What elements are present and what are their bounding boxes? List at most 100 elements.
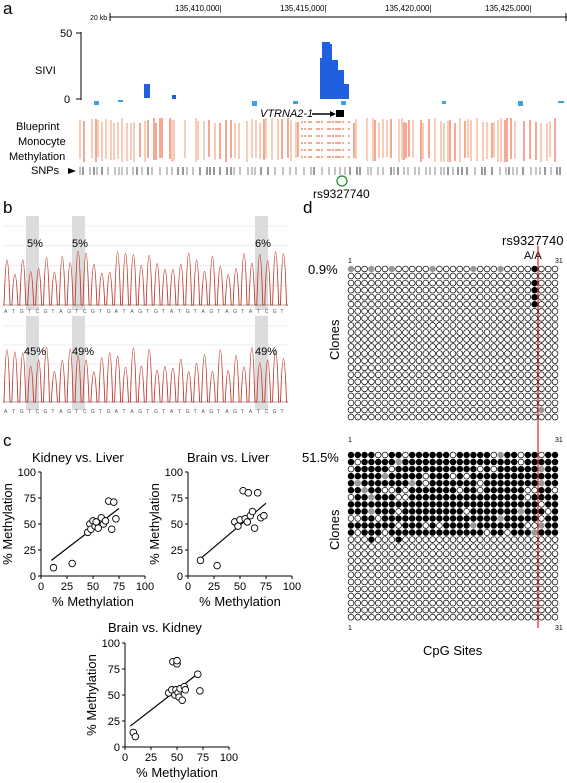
cpg-site-circle (456, 286, 464, 294)
cpg-site-circle (402, 364, 409, 371)
cpg-site-circle (470, 265, 477, 273)
cpg-site-circle (490, 536, 498, 543)
cpg-site-circle (538, 357, 545, 364)
sivi-tick-50: 50 (60, 28, 72, 40)
cpg-site-circle (361, 487, 368, 494)
cpg-site-circle (517, 522, 525, 529)
cpg-site-circle (449, 272, 457, 280)
cpg-site-circle (538, 458, 545, 466)
cpg-site-circle (551, 543, 559, 550)
cpg-site-circle (395, 494, 402, 501)
cpg-site-circle (463, 508, 470, 515)
cpg-site-circle (531, 557, 538, 564)
cpg-site-circle (422, 378, 430, 386)
cpg-site-circle (436, 472, 443, 480)
cpg-site-circle (395, 308, 402, 315)
cpg-site-circle (415, 329, 423, 336)
cpg-site-circle (408, 378, 416, 386)
cpg-site-circle (524, 564, 532, 572)
cpg-site-circle (490, 364, 498, 371)
cpg-site-circle (483, 479, 491, 487)
cpg-site-circle (510, 479, 518, 487)
sequence-base: T (75, 309, 78, 315)
cpg-site-circle (531, 592, 538, 600)
cpg-site-circle (436, 336, 443, 343)
cpg-site-circle (402, 385, 409, 393)
cpg-site-circle (347, 357, 355, 364)
cpg-site-circle (538, 286, 545, 294)
cpg-site-circle (354, 392, 362, 400)
cpg-site-circle (381, 357, 389, 364)
cpg-site-circle (402, 529, 409, 536)
cpg-site-circle (354, 378, 362, 386)
sivi-bar (144, 84, 150, 98)
cpg-site-circle (510, 272, 518, 280)
cpg-site-circle (381, 501, 389, 508)
cpg-site-circle (544, 385, 552, 393)
cpg-site-circle (531, 578, 538, 586)
cpg-site-circle (415, 599, 423, 607)
cpg-site-circle (490, 279, 498, 287)
cpg-site-circle (368, 364, 375, 371)
cpg-site-circle (429, 286, 436, 294)
cpg-site-circle (361, 571, 368, 579)
cpg-site-circle (408, 357, 416, 364)
genotype-label: A/A (524, 250, 542, 262)
cpg-site-circle (354, 465, 362, 473)
cpg-site-circle (476, 479, 484, 487)
cpg-site-circle (456, 522, 464, 529)
cpg-site-circle (510, 458, 518, 466)
cpg-site-circle (415, 564, 423, 572)
cpg-site-circle (531, 536, 538, 543)
scale-label: 20 kb (90, 15, 107, 22)
cpg-site-circle (476, 315, 484, 322)
cpg-site-circle (361, 536, 368, 543)
sequence-base: G (154, 309, 158, 315)
x-tick-label: 25 (208, 581, 220, 593)
cpg-site-circle (490, 613, 498, 621)
cpg-site-circle (429, 578, 436, 586)
cpg-site-circle (538, 308, 545, 315)
sequence-base: T (99, 409, 102, 415)
cpg-site-circle (456, 543, 464, 550)
cpg-site-circle (442, 336, 450, 343)
cpg-site-circle (436, 571, 443, 579)
sequence-base: T (257, 409, 260, 415)
cpg-site-circle (395, 385, 402, 393)
cpg-site-circle (395, 265, 402, 273)
cpg-site-circle (504, 599, 511, 607)
cpg-site-circle (544, 265, 552, 273)
cpg-site-circle (374, 392, 382, 400)
sequence-base: T (241, 409, 244, 415)
cpg-site-circle (538, 265, 545, 273)
cpg-site-circle (422, 279, 430, 287)
cpg-site-circle (354, 543, 362, 550)
cpg-site-circle (456, 487, 464, 494)
cpg-site-circle (497, 472, 504, 480)
cpg-site-circle (381, 406, 389, 414)
cpg-site-circle (544, 406, 552, 414)
cpg-site-circle (497, 322, 504, 329)
cpg-site-circle (463, 479, 470, 487)
snp-name-d: rs9327740 (502, 233, 563, 248)
cpg-site-circle (388, 479, 396, 487)
cpg-site-circle (436, 413, 443, 421)
cpg-site-circle (544, 501, 552, 508)
cpg-site-circle (517, 557, 525, 564)
coord-label: 135,415,000| (280, 4, 327, 13)
cpg-site-circle (504, 301, 511, 308)
sequence-base: G (273, 409, 277, 415)
y-tick-label: 100 (102, 638, 120, 650)
sequence-base: A (202, 409, 206, 415)
sequence-base: T (281, 309, 284, 315)
cpg-site-circle (476, 613, 484, 621)
cpg-site-circle (497, 458, 504, 466)
cpg-site-circle (354, 472, 362, 480)
gene-label: VTRNA2-1 (260, 108, 313, 120)
sequence-base: A (249, 409, 253, 415)
cpg-site-circle (361, 392, 368, 400)
cpg-site-circle (483, 557, 491, 564)
cpg-site-circle (483, 385, 491, 393)
cpg-site-circle (442, 343, 450, 350)
cpg-site-circle (456, 308, 464, 315)
